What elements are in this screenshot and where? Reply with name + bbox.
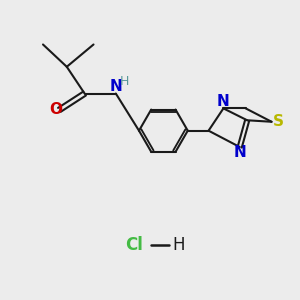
Text: O: O	[49, 102, 62, 117]
Text: H: H	[172, 236, 184, 254]
Text: S: S	[273, 114, 283, 129]
Text: N: N	[217, 94, 230, 110]
Text: H: H	[119, 74, 129, 88]
Text: N: N	[110, 80, 122, 94]
Text: Cl: Cl	[125, 236, 142, 254]
Text: N: N	[233, 146, 246, 160]
